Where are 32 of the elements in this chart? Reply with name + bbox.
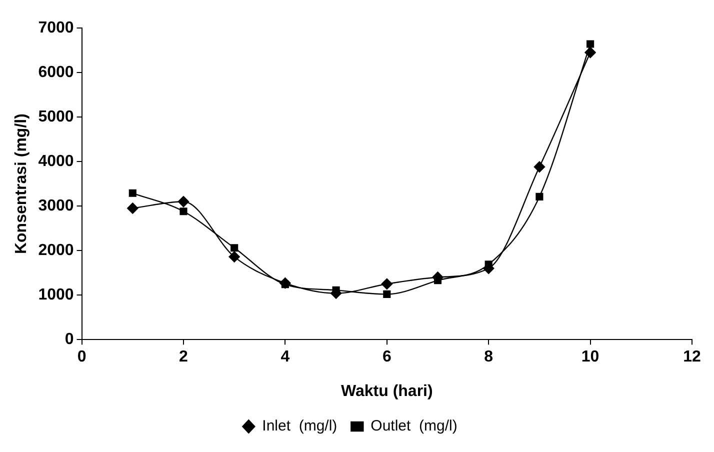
- y-tick-label: 6000: [38, 64, 74, 81]
- point: [230, 244, 238, 252]
- legend-label: Outlet (mg/l): [370, 418, 458, 435]
- point: [536, 192, 544, 200]
- y-tick-label: 7000: [38, 19, 74, 36]
- point: [228, 251, 240, 262]
- point: [381, 278, 392, 290]
- point: [584, 46, 596, 58]
- x-tick-label: 12: [683, 348, 701, 366]
- x-tick-label: 2: [179, 348, 188, 366]
- y-tick-label: 0: [64, 331, 74, 348]
- point: [534, 161, 546, 172]
- x-tick-label: 10: [581, 348, 600, 366]
- x-tick-label: 0: [77, 348, 86, 366]
- x-tick-label: 4: [280, 348, 290, 366]
- point: [586, 40, 594, 48]
- y-tick-label: 3000: [38, 197, 74, 214]
- y-tick-label: 2000: [38, 242, 74, 259]
- point: [128, 189, 136, 197]
- x-tick-label: 6: [382, 348, 392, 366]
- point: [178, 196, 190, 208]
- point: [280, 277, 291, 289]
- y-axis-title: Konsentrasi (mg/l): [13, 114, 30, 254]
- y-tick-label: 5000: [38, 108, 74, 126]
- y-tick-label: 1000: [38, 286, 74, 304]
- point: [383, 290, 391, 298]
- x-axis-title: Waktu (hari): [340, 382, 433, 400]
- point: [180, 208, 188, 216]
- x-tick-label: 8: [484, 348, 494, 366]
- point: [127, 202, 138, 214]
- y-tick-label: 4000: [38, 152, 74, 170]
- legend-label: Inlet (mg/l): [262, 418, 338, 435]
